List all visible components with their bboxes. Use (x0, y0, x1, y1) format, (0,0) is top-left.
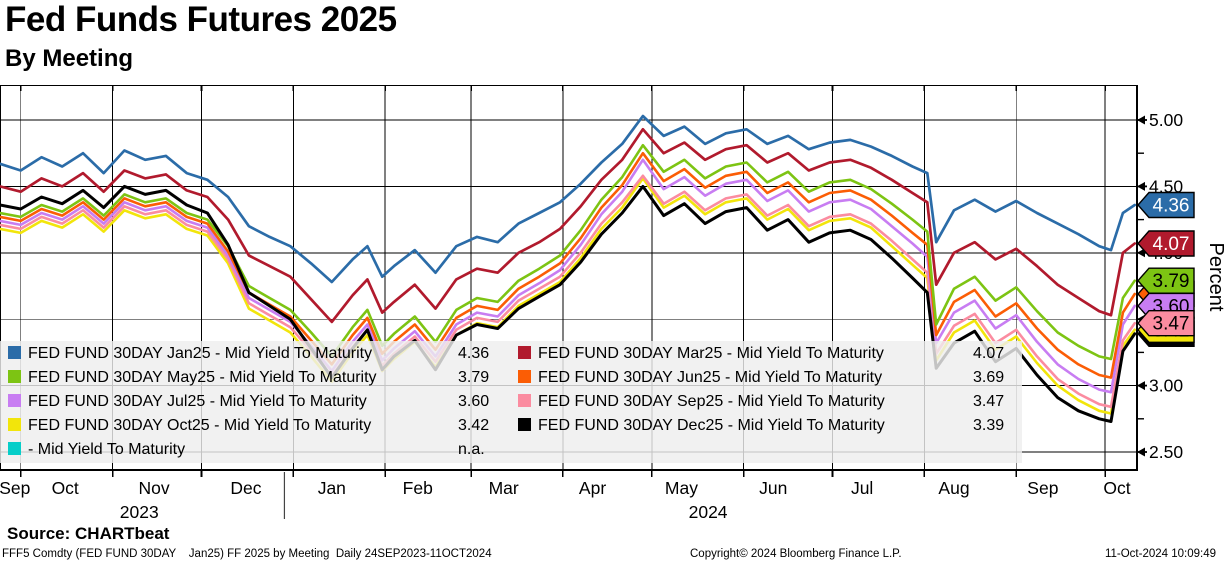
copyright-footnote: Copyright© 2024 Bloomberg Finance L.P. (690, 548, 902, 560)
legend-label: FED FUND 30DAY Jun25 - Mid Yield To Matu… (538, 369, 883, 386)
legend-swatch-icon (518, 346, 531, 359)
legend-value: 3.69 (973, 369, 1005, 386)
series-line-jan25 (0, 114, 1137, 284)
source-label: Source: CHARTbeat (7, 524, 170, 543)
page-subtitle: By Meeting (5, 45, 134, 72)
legend-item-jul25: FED FUND 30DAY Jul25 - Mid Yield To Matu… (8, 390, 508, 414)
series-line-sep25 (0, 174, 1136, 409)
x-tick-label: Jul (851, 478, 873, 498)
legend-value: n.a. (458, 441, 485, 458)
ticker-footnote: FFF5 Comdty (FED FUND 30DAY Jan25) FF 20… (2, 548, 492, 560)
x-tick-label: Nov (138, 478, 169, 498)
series-line-oct25 (0, 177, 1136, 415)
legend-swatch-icon (518, 418, 531, 431)
legend-item-na: - Mid Yield To Maturity n.a. (8, 438, 508, 462)
legend-label: FED FUND 30DAY May25 - Mid Yield To Matu… (28, 369, 377, 386)
x-tick-label: Feb (403, 478, 433, 498)
legend-item-jun25: FED FUND 30DAY Jun25 - Mid Yield To Matu… (518, 366, 1018, 390)
x-tick-label: Sep (0, 478, 30, 498)
series-line-dec25 (0, 184, 1137, 423)
legend-label: FED FUND 30DAY Dec25 - Mid Yield To Matu… (538, 417, 885, 434)
x-tick-label: Oct (52, 478, 79, 498)
legend-item-oct25: FED FUND 30DAY Oct25 - Mid Yield To Matu… (8, 414, 508, 438)
legend-label: FED FUND 30DAY Sep25 - Mid Yield To Matu… (538, 393, 885, 410)
legend-swatch-icon (8, 370, 21, 383)
legend-label: FED FUND 30DAY Mar25 - Mid Yield To Matu… (538, 345, 884, 362)
price-badge-value: 3.79 (1153, 271, 1190, 292)
price-badge-value: 4.36 (1153, 195, 1190, 216)
price-badge-value: 3.47 (1153, 314, 1190, 335)
price-badge-jan25: 4.36 (1137, 191, 1195, 219)
legend-value: 3.42 (458, 417, 490, 434)
price-badge-value: 4.07 (1153, 234, 1190, 255)
price-badge-mar25: 4.07 (1137, 230, 1195, 257)
legend-swatch-icon (8, 442, 21, 455)
series-line-jun25 (0, 151, 1136, 379)
price-badge-may25: 3.79 (1137, 267, 1195, 294)
x-tick-label: Apr (579, 478, 606, 498)
legend-item-mar25: FED FUND 30DAY Mar25 - Mid Yield To Matu… (518, 342, 1018, 366)
legend-item-may25: FED FUND 30DAY May25 - Mid Yield To Matu… (8, 366, 508, 390)
legend-swatch-icon (8, 394, 21, 407)
legend-item-sep25: FED FUND 30DAY Sep25 - Mid Yield To Matu… (518, 390, 1018, 414)
series-lines (0, 114, 1137, 423)
legend-label: - Mid Yield To Maturity (28, 441, 186, 458)
legend-swatch-icon (8, 346, 21, 359)
series-line-mar25 (0, 127, 1137, 324)
price-badges: 3.393.423.693.603.473.794.074.36 (1137, 191, 1195, 348)
legend-value: 3.47 (973, 393, 1005, 410)
legend-swatch-icon (518, 370, 531, 383)
page-title: Fed Funds Futures 2025 (5, 0, 397, 39)
legend-swatch-icon (518, 394, 531, 407)
series-line-may25 (0, 143, 1136, 361)
legend-label: FED FUND 30DAY Jul25 - Mid Yield To Matu… (28, 393, 367, 410)
legend-value: 4.07 (973, 345, 1005, 362)
series-line-jul25 (0, 158, 1136, 394)
x-tick-label: Sep (1027, 478, 1058, 498)
x-tick-label: Aug (938, 478, 969, 498)
y-tick-label: 3.00 (1149, 376, 1183, 396)
legend-value: 3.60 (458, 393, 490, 410)
x-tick-label: Dec (230, 478, 261, 498)
y-tick-label: 2.50 (1149, 442, 1183, 462)
year-label: 2024 (689, 502, 728, 522)
legend-swatch-icon (8, 418, 21, 431)
legend-value: 3.79 (458, 369, 490, 386)
x-tick-label: Jan (318, 478, 346, 498)
legend-item-dec25: FED FUND 30DAY Dec25 - Mid Yield To Matu… (518, 414, 1018, 438)
legend-item-jan25: FED FUND 30DAY Jan25 - Mid Yield To Matu… (8, 342, 508, 366)
y-tick-label: 5.00 (1149, 110, 1183, 130)
y-tick-label: 4.50 (1149, 176, 1183, 196)
chart-legend: FED FUND 30DAY Jan25 - Mid Yield To Matu… (0, 341, 1022, 463)
price-badge-sep25: 3.47 (1137, 309, 1195, 337)
x-tick-label: Jun (759, 478, 787, 498)
legend-label: FED FUND 30DAY Oct25 - Mid Yield To Matu… (28, 417, 372, 434)
x-tick-label: May (665, 478, 698, 498)
year-label: 2023 (120, 502, 159, 522)
legend-value: 3.39 (973, 417, 1005, 434)
x-tick-label: Mar (489, 478, 519, 498)
legend-value: 4.36 (458, 345, 490, 362)
x-axis: Sep Oct Nov Dec Jan Feb Mar Apr May Jun Jul Aug Sep O… (0, 472, 1131, 522)
timestamp-footnote: 11-Oct-2024 10:09:49 (1104, 548, 1216, 560)
x-tick-label: Oct (1103, 478, 1130, 498)
y-axis-title: Percent (1205, 243, 1224, 312)
legend-label: FED FUND 30DAY Jan25 - Mid Yield To Matu… (28, 345, 373, 362)
plot-frame (0, 85, 1138, 477)
